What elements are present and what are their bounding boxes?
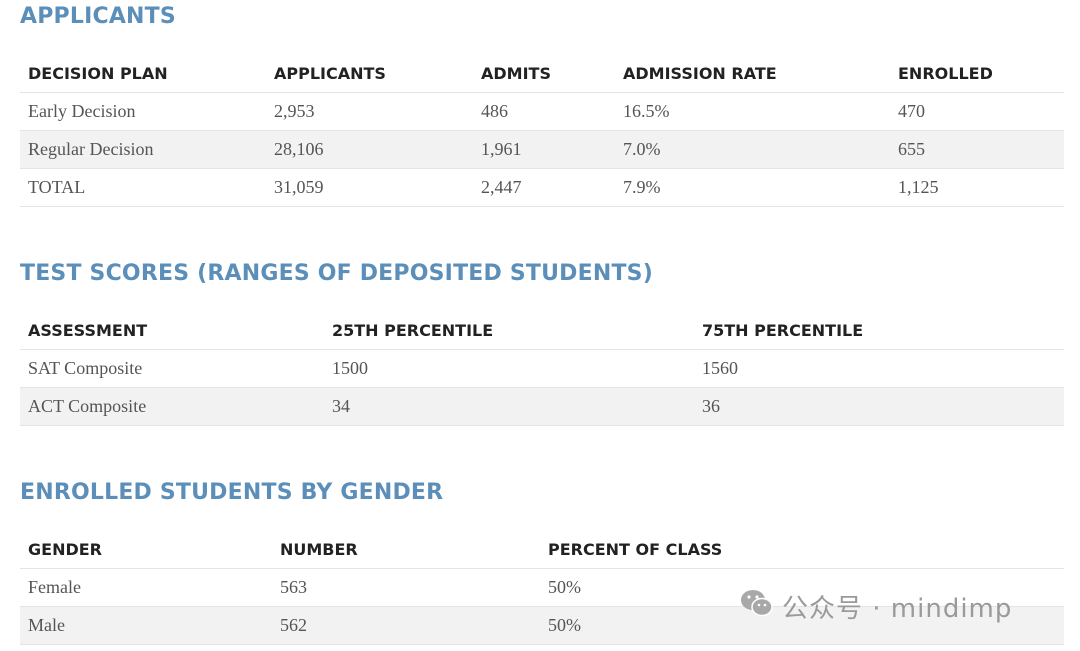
gender-section: ENROLLED STUDENTS BY GENDER GENDER NUMBE… — [20, 478, 1064, 645]
table-cell: 16.5% — [615, 92, 890, 131]
table-header-row: ASSESSMENT 25TH PERCENTILE 75TH PERCENTI… — [20, 311, 1064, 350]
wechat-icon — [740, 588, 774, 625]
table-row: Early Decision 2,953 486 16.5% 470 — [20, 92, 1064, 131]
applicants-table: DECISION PLAN APPLICANTS ADMITS ADMISSIO… — [20, 54, 1064, 207]
table-cell: 28,106 — [266, 130, 473, 169]
table-cell: 562 — [272, 606, 540, 645]
table-cell: 1,961 — [473, 130, 615, 169]
table-row: TOTAL 31,059 2,447 7.9% 1,125 — [20, 168, 1064, 207]
table-cell: 563 — [272, 568, 540, 607]
applicants-title: APPLICANTS — [20, 4, 176, 29]
table-cell: Female — [20, 568, 272, 607]
column-header: 25TH PERCENTILE — [324, 311, 694, 350]
column-header: ASSESSMENT — [20, 311, 324, 350]
table-cell: SAT Composite — [20, 349, 324, 388]
column-header: NUMBER — [272, 530, 540, 569]
table-cell: 36 — [694, 387, 1064, 426]
column-header: DECISION PLAN — [20, 54, 266, 93]
column-header: APPLICANTS — [266, 54, 473, 93]
table-row: Female 563 50% — [20, 568, 1064, 607]
table-cell: 7.9% — [615, 168, 890, 207]
gender-table: GENDER NUMBER PERCENT OF CLASS Female 56… — [20, 530, 1064, 645]
table-cell: 50% — [540, 568, 1064, 607]
table-cell: 486 — [473, 92, 615, 131]
test-scores-section: TEST SCORES (RANGES OF DEPOSITED STUDENT… — [20, 259, 1064, 426]
table-cell: TOTAL — [20, 168, 266, 207]
column-header: PERCENT OF CLASS — [540, 530, 1064, 569]
table-cell: 1500 — [324, 349, 694, 388]
table-cell: 7.0% — [615, 130, 890, 169]
table-row: ACT Composite 34 36 — [20, 387, 1064, 426]
table-cell: Male — [20, 606, 272, 645]
column-header: 75TH PERCENTILE — [694, 311, 1064, 350]
applicants-section: APPLICANTS DECISION PLAN APPLICANTS ADMI… — [20, 2, 1064, 207]
table-cell: 655 — [890, 130, 1064, 169]
watermark: 公众号 · mindimp — [740, 588, 1012, 625]
table-row: Regular Decision 28,106 1,961 7.0% 655 — [20, 130, 1064, 169]
table-cell: 31,059 — [266, 168, 473, 207]
watermark-text: 公众号 · mindimp — [782, 594, 1013, 624]
table-cell: 2,953 — [266, 92, 473, 131]
table-cell: ACT Composite — [20, 387, 324, 426]
table-header-row: DECISION PLAN APPLICANTS ADMITS ADMISSIO… — [20, 54, 1064, 93]
table-row: SAT Composite 1500 1560 — [20, 349, 1064, 388]
column-header: ENROLLED — [890, 54, 1064, 93]
test-scores-title: TEST SCORES (RANGES OF DEPOSITED STUDENT… — [20, 261, 653, 286]
test-scores-table: ASSESSMENT 25TH PERCENTILE 75TH PERCENTI… — [20, 311, 1064, 426]
table-cell: 1,125 — [890, 168, 1064, 207]
column-header: ADMITS — [473, 54, 615, 93]
table-cell: Regular Decision — [20, 130, 266, 169]
table-cell: 2,447 — [473, 168, 615, 207]
table-cell: 1560 — [694, 349, 1064, 388]
table-header-row: GENDER NUMBER PERCENT OF CLASS — [20, 530, 1064, 569]
table-cell: Early Decision — [20, 92, 266, 131]
gender-title: ENROLLED STUDENTS BY GENDER — [20, 480, 444, 505]
column-header: ADMISSION RATE — [615, 54, 890, 93]
column-header: GENDER — [20, 530, 272, 569]
table-row: Male 562 50% — [20, 606, 1064, 645]
table-cell: 50% — [540, 606, 1064, 645]
table-cell: 34 — [324, 387, 694, 426]
table-cell: 470 — [890, 92, 1064, 131]
